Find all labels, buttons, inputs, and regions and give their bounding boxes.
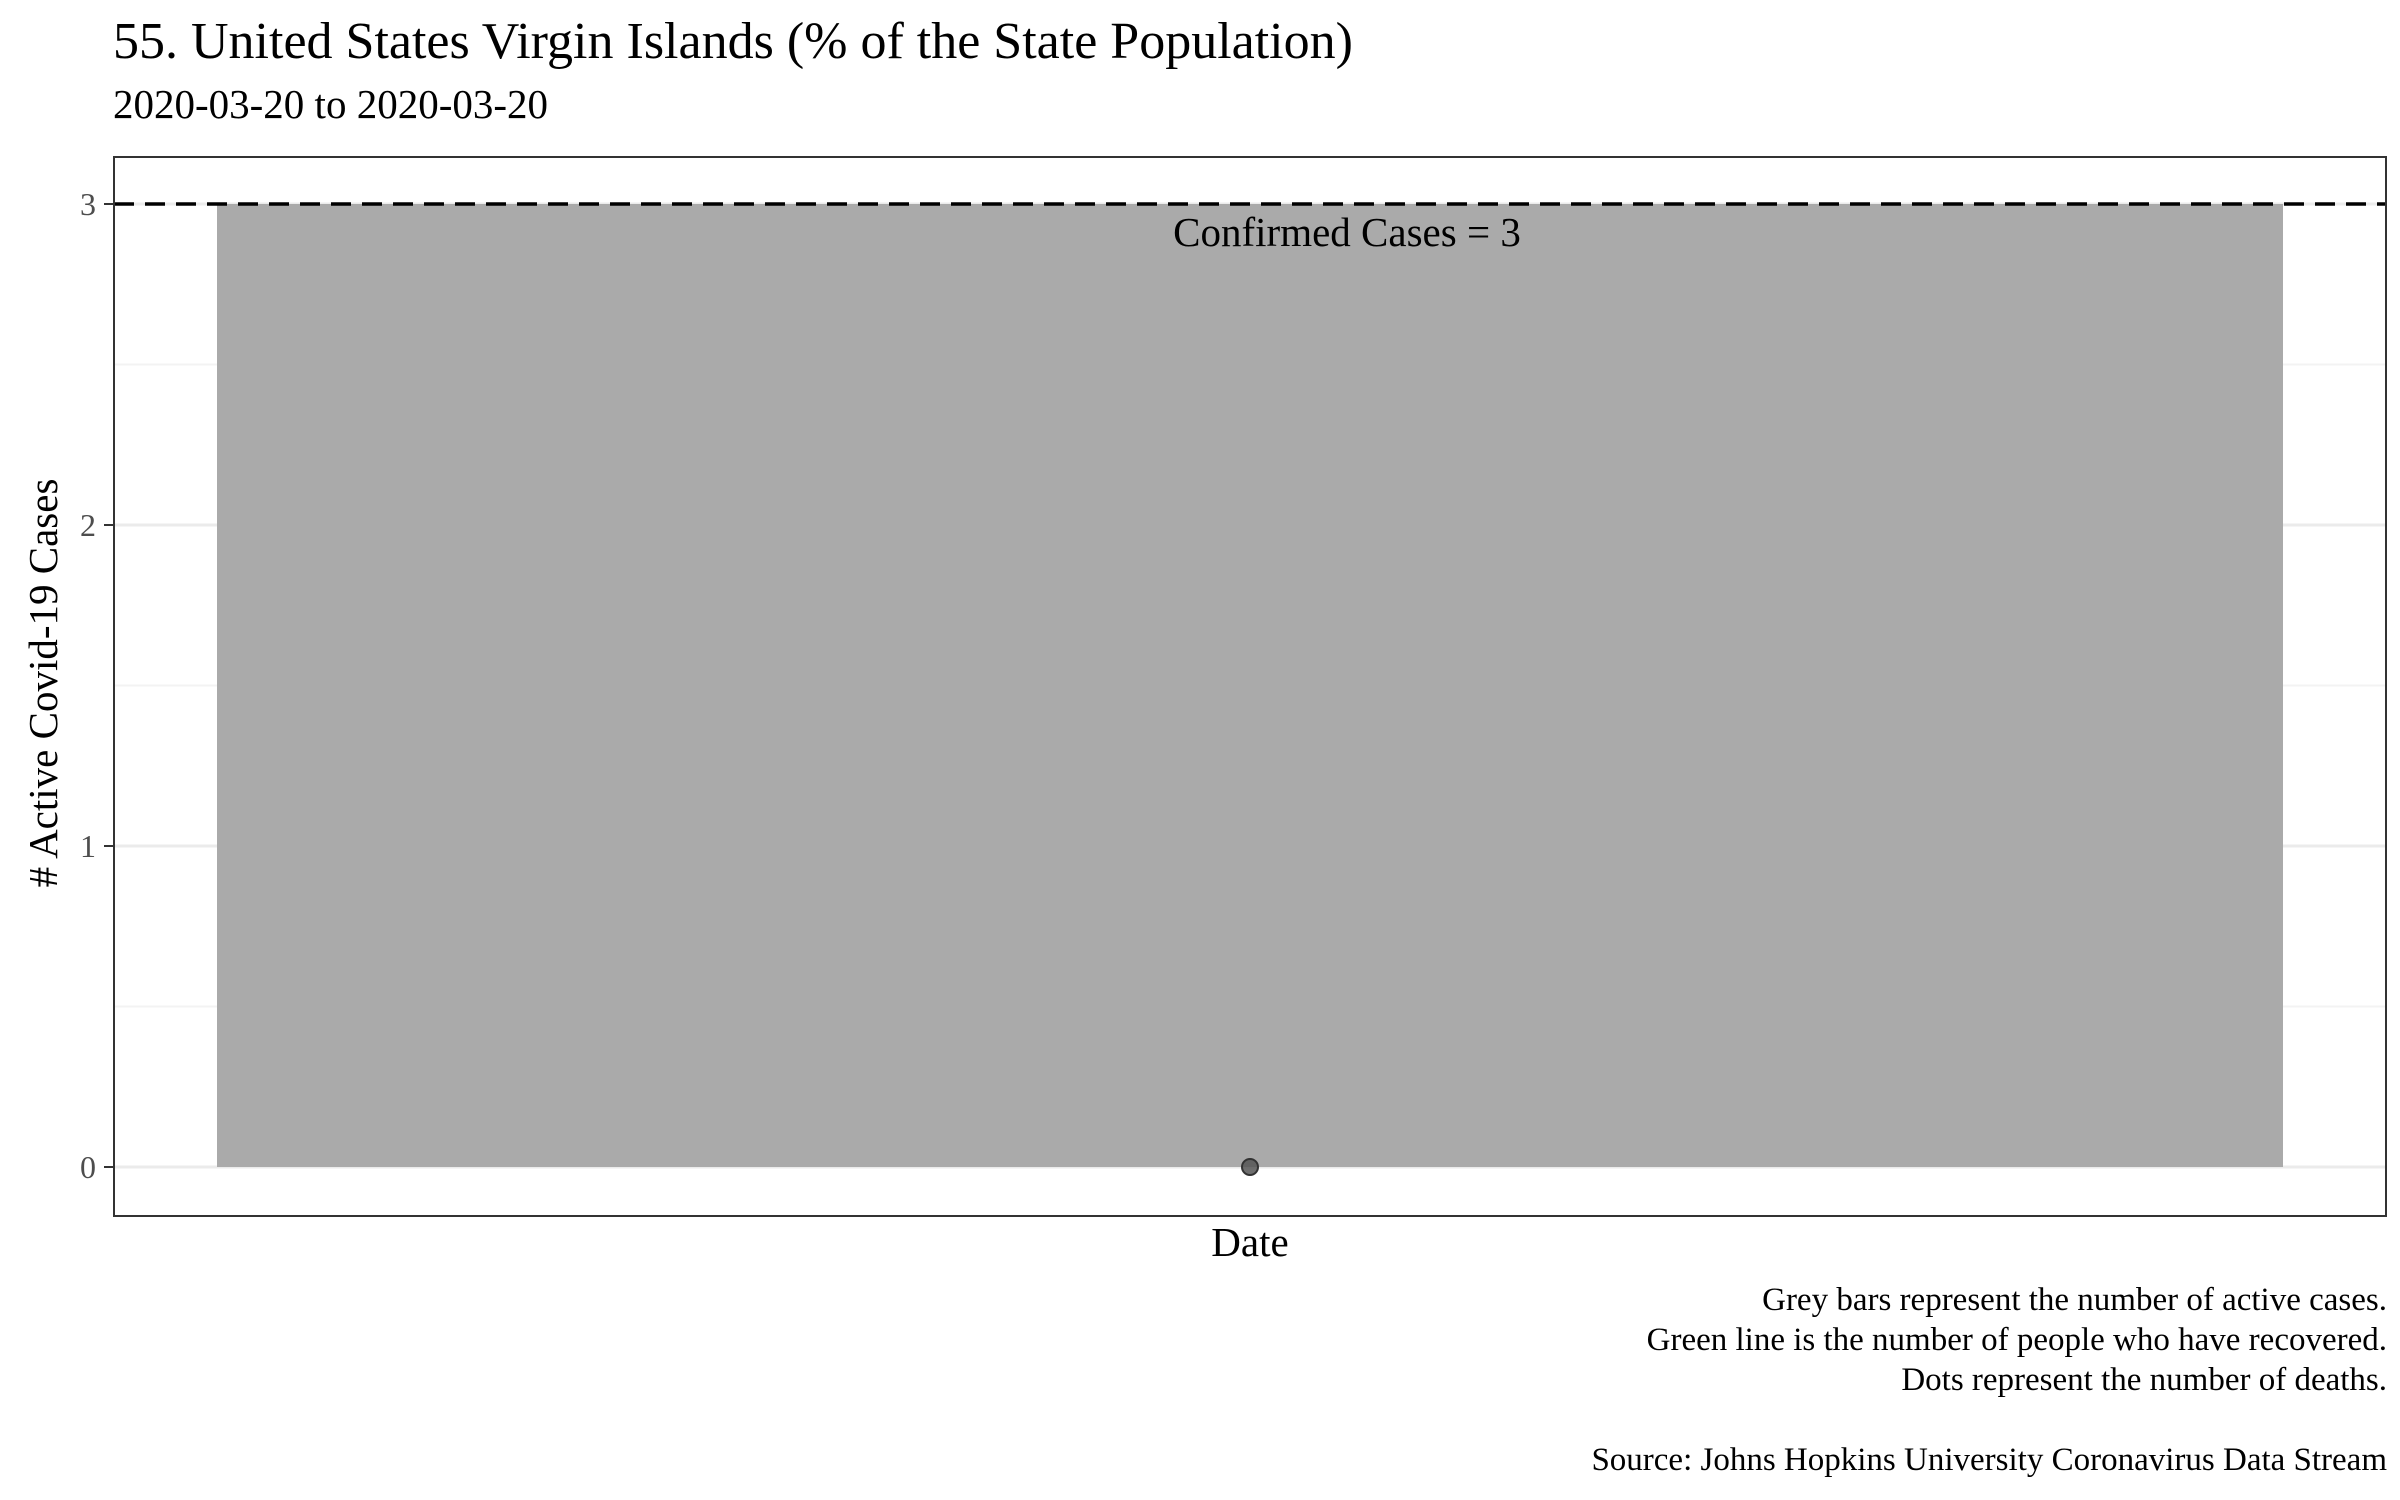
confirmed-cases-label: Confirmed Cases = 3 — [1173, 209, 1521, 255]
y-tick-label: 1 — [80, 828, 96, 864]
caption-line-bars: Grey bars represent the number of active… — [1762, 1282, 2387, 1318]
chart-title: 55. United States Virgin Islands (% of t… — [113, 13, 1353, 70]
y-tick-label: 0 — [80, 1149, 96, 1185]
chart-caption: Grey bars represent the number of active… — [1591, 1280, 2387, 1480]
y-axis-label: # Active Covid-19 Cases — [20, 478, 66, 888]
active-cases-bar — [217, 204, 2283, 1167]
caption-line-deaths: Dots represent the number of deaths. — [1901, 1362, 2387, 1398]
caption-line-recovered: Green line is the number of people who h… — [1646, 1322, 2387, 1358]
x-axis-label: Date — [1211, 1219, 1289, 1265]
y-tick-label: 3 — [80, 186, 96, 222]
y-tick-label: 2 — [80, 507, 96, 543]
plot-panel-border — [113, 156, 2387, 1217]
chart-subtitle: 2020-03-20 to 2020-03-20 — [113, 81, 549, 127]
source-note: Source: Johns Hopkins University Coronav… — [1591, 1442, 2387, 1478]
death-dot — [1241, 1158, 1259, 1176]
